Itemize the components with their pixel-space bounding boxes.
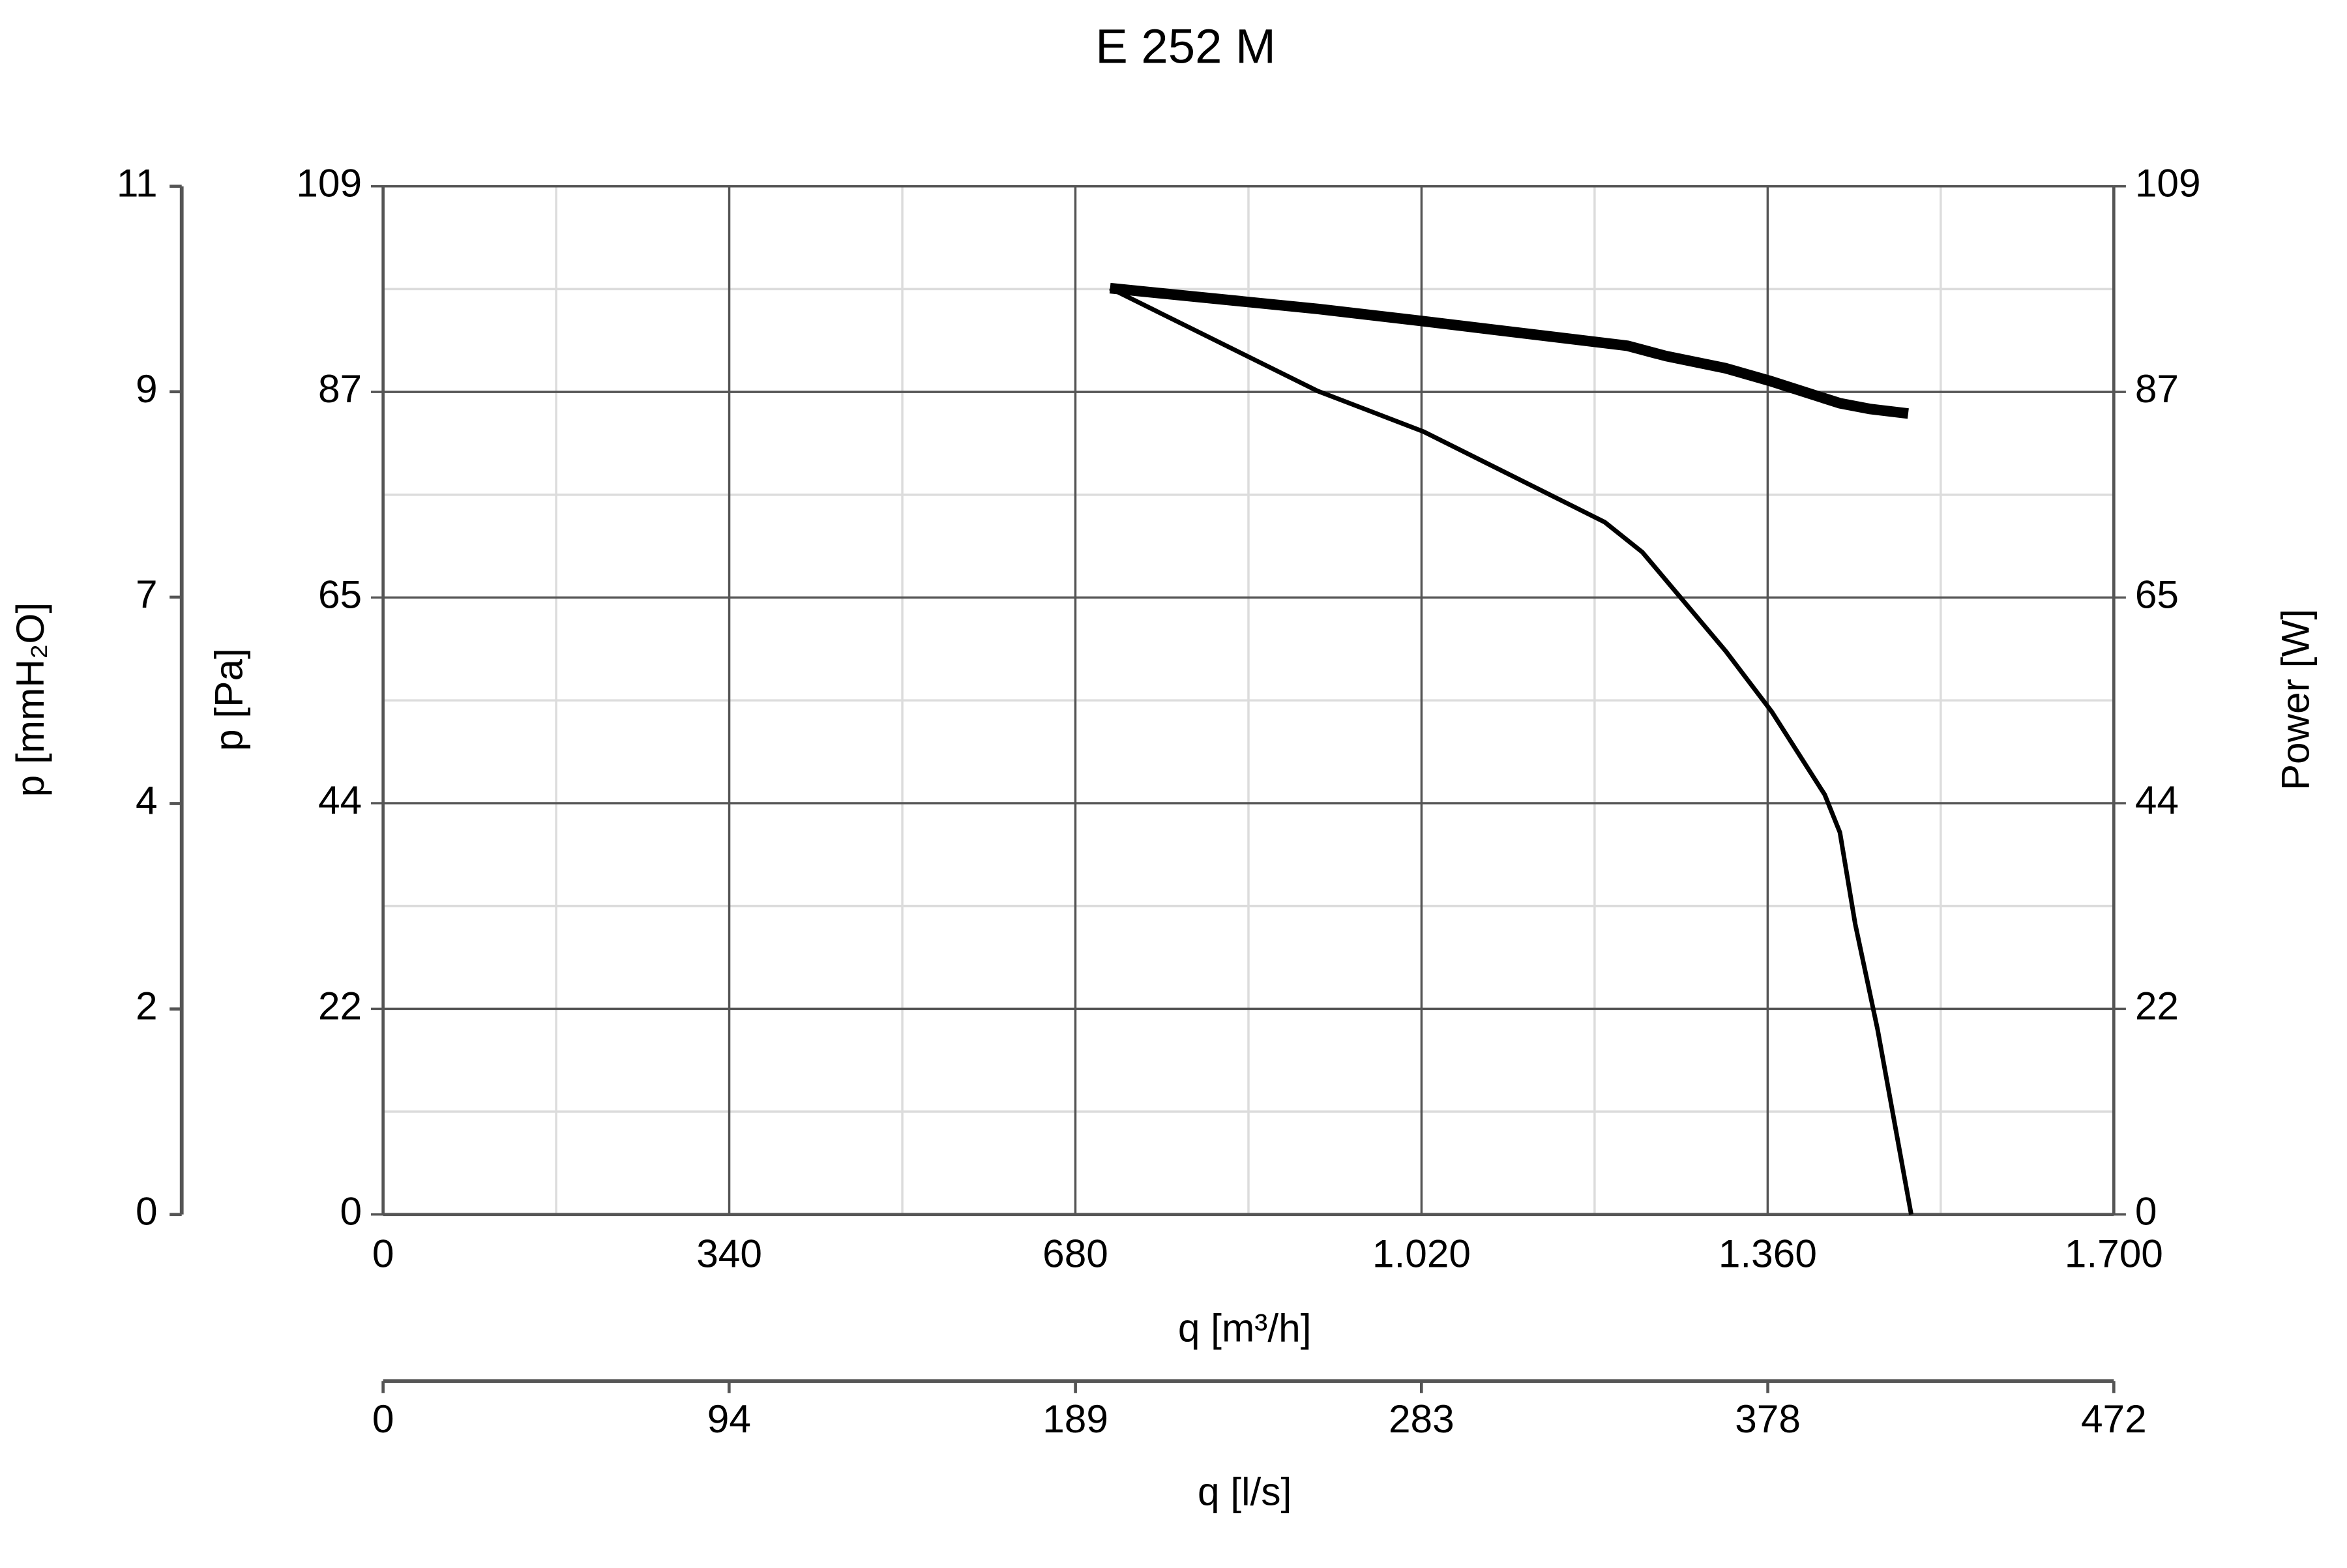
- y3-tick-label: 2: [136, 984, 158, 1028]
- x-tick-label: 340: [696, 1232, 762, 1276]
- x-tick-label: 0: [372, 1232, 394, 1276]
- y3-tick-label: 4: [136, 778, 158, 822]
- x-tick-label: 680: [1042, 1232, 1108, 1276]
- x2-tick-label: 94: [707, 1397, 751, 1441]
- x-tick-label: 1.020: [1372, 1232, 1471, 1276]
- y-tick-label: 0: [340, 1189, 362, 1234]
- y2-tick-label: 87: [2135, 366, 2179, 411]
- y-tick-label: 44: [318, 778, 362, 822]
- y2-tick-label: 109: [2135, 161, 2201, 205]
- y-tick-label: 87: [318, 366, 362, 411]
- y3-tick-label: 11: [117, 161, 158, 205]
- x2-tick-label: 378: [1735, 1397, 1801, 1441]
- x-tick-label: 1.700: [2065, 1232, 2163, 1276]
- curve: [1109, 282, 1909, 419]
- y2-axis-label: Power [W]: [2273, 609, 2318, 790]
- x2-tick-label: 0: [372, 1397, 394, 1441]
- y2-tick-label: 22: [2135, 983, 2179, 1028]
- chart-title: E 252 M: [1095, 19, 1276, 73]
- y3-tick-label: 7: [136, 572, 158, 616]
- y-axis-label: p [Pa]: [206, 648, 250, 751]
- x-tick-label: 1.360: [1719, 1232, 1817, 1276]
- x2-tick-label: 283: [1389, 1397, 1454, 1441]
- y3-axis-label: p [mmH₂O]: [8, 602, 52, 797]
- x2-tick-label: 189: [1042, 1397, 1108, 1441]
- x2-tick-label: 472: [2081, 1397, 2147, 1441]
- y-tick-label: 22: [318, 983, 362, 1028]
- y-tick-label: 65: [318, 572, 362, 616]
- x2-axis-label: q [l/s]: [1198, 1469, 1292, 1513]
- y2-tick-label: 44: [2135, 778, 2179, 822]
- y-tick-label: 109: [296, 161, 362, 205]
- y3-tick-label: 0: [136, 1189, 158, 1234]
- y2-tick-label: 65: [2135, 572, 2179, 616]
- x-axis-label: q [m³/h]: [1178, 1306, 1312, 1350]
- y2-tick-label: 0: [2135, 1189, 2157, 1234]
- curve: [1109, 286, 1913, 1215]
- y3-tick-label: 9: [136, 366, 158, 411]
